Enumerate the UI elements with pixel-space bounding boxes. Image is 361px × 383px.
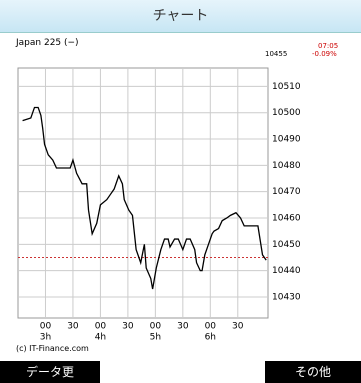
x-tick-label: 00 [150, 322, 162, 332]
y-tick-label: 10480 [272, 161, 301, 171]
y-tick-label: 10500 [272, 108, 301, 118]
quote-name: Japan 225 (−) [16, 38, 79, 48]
x-hour-label: 4h [95, 333, 106, 343]
x-tick-label: 30 [122, 322, 134, 332]
x-tick-label: 30 [232, 322, 244, 332]
x-tick-label: 00 [205, 322, 217, 332]
copyright: (c) IT-Finance.com [16, 344, 89, 353]
x-hour-label: 3h [40, 333, 51, 343]
plot-area [17, 67, 269, 319]
chart: 10430 10440 10450 10460 10470 10480 10490 10500… [17, 67, 301, 343]
quote-change: -0.09% [312, 50, 337, 58]
x-tick-label: 00 [95, 322, 107, 332]
right-button[interactable]: その他 [265, 361, 361, 383]
price-line [22, 106, 267, 290]
y-tick-label: 10440 [272, 266, 301, 276]
quote-price: 10455 [265, 50, 288, 58]
x-hour-label: 5h [150, 333, 161, 343]
quote-time: 07:05 [318, 42, 339, 50]
left-button[interactable]: データ更 [0, 361, 100, 383]
y-tick-label: 10450 [272, 240, 301, 250]
x-tick-label: 00 [40, 322, 52, 332]
header-title: チャート [0, 0, 361, 33]
x-hour-label: 6h [205, 333, 216, 343]
x-tick-label: 30 [177, 322, 189, 332]
y-tick-label: 10430 [272, 292, 301, 302]
y-tick-label: 10470 [272, 187, 301, 197]
y-tick-label: 10490 [272, 135, 301, 145]
y-tick-label: 10510 [272, 82, 301, 92]
x-tick-label: 30 [67, 322, 79, 332]
y-tick-label: 10460 [272, 214, 301, 224]
